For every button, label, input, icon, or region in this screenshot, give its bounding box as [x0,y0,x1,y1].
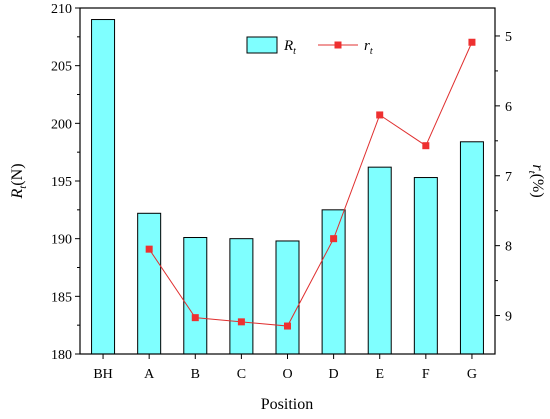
y-left-title-sub: t [17,185,29,189]
bar-A [137,212,162,355]
y-axis-left: 180 185 190 195 200 205 210 [51,2,80,363]
bar-BH [91,19,116,355]
legend-bar-label-sub: t [293,46,296,57]
x-axis: BH A B C O D E F G [93,354,477,382]
line-layer [145,38,476,330]
y-left-tick-label-200: 200 [51,117,72,132]
legend-line-label-sub: t [370,46,373,57]
y-left-tick-label-195: 195 [51,175,72,190]
legend-line-label: rt [364,38,373,57]
bar-C [229,238,254,355]
y-axis-left-title: Rt(N) [9,163,29,199]
rt-point-D [330,235,338,243]
x-tick-label-F: F [422,367,430,382]
x-tick-label-C: C [237,367,246,382]
bar-G [459,141,484,355]
y-left-tick-label-180: 180 [51,348,72,363]
bar-B [183,237,208,355]
y-axis-right-title: rt(%) [526,164,546,197]
y-left-title-tail: (N) [9,163,26,185]
x-tick-label-B: B [191,367,200,382]
legend-bar-label: Rt [283,38,296,57]
y-right-title-sub: t [526,171,538,175]
y-left-tick-label-210: 210 [51,2,72,17]
x-tick-label-D: D [329,367,339,382]
rt-point-G [468,38,476,46]
rt-point-A [145,245,153,253]
x-tick-label-G: G [467,367,477,382]
y-left-title-main: R [9,189,26,200]
y-right-title-tail: (%) [529,174,546,198]
y-right-tick-label-8: 8 [505,240,512,255]
y-right-tick-label-5: 5 [505,30,512,45]
x-tick-label-O: O [282,367,292,382]
rt-point-B [191,314,199,322]
bar-O [275,240,300,355]
x-tick-label-BH: BH [93,367,112,382]
y-right-title-main: r [529,164,546,171]
legend: Rt rt [246,36,373,57]
legend-bar-swatch [246,36,278,54]
bar-D [321,209,346,355]
x-tick-label-E: E [375,367,384,382]
y-left-tick-label-185: 185 [51,290,72,305]
x-tick-label-A: A [144,367,155,382]
y-right-tick-label-6: 6 [505,100,512,115]
y-left-tick-label-205: 205 [51,60,72,75]
y-right-tick-label-9: 9 [505,310,512,325]
y-axis-right: 5 6 7 8 9 [495,30,512,325]
legend-line-marker [334,41,342,49]
rt-point-O [284,322,291,330]
legend-line-label-main: r [364,38,370,54]
legend-bar-label-main: R [283,38,293,54]
bar-F [413,177,438,355]
rt-point-F [422,142,430,150]
rt-point-C [237,318,245,326]
x-axis-title: Position [261,396,313,413]
bars-layer [91,19,484,355]
rt-point-E [376,111,384,119]
y-left-tick-label-190: 190 [51,233,72,248]
rt-series-line [148,42,473,327]
y-right-tick-label-7: 7 [505,170,512,185]
bar-E [367,166,392,355]
